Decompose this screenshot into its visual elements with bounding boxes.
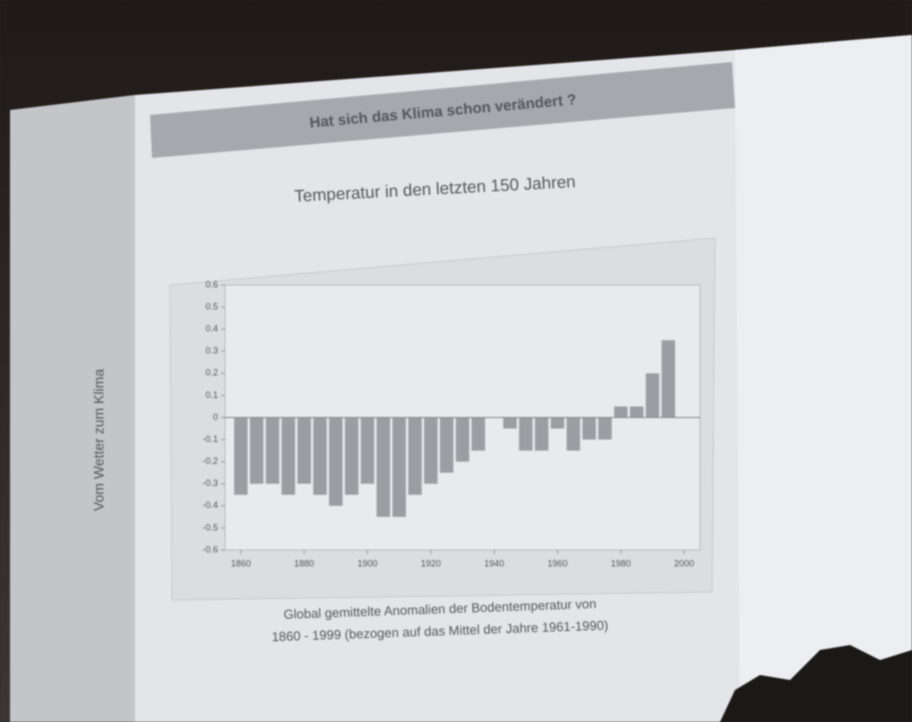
bar — [297, 418, 310, 484]
y-tick-label: -0.3 — [202, 478, 218, 488]
bar — [582, 418, 595, 440]
x-tick-label: 1880 — [294, 558, 314, 568]
x-tick-label: 1860 — [231, 558, 251, 568]
y-tick-label: 0.2 — [205, 368, 218, 378]
bar — [392, 418, 405, 517]
bar — [551, 418, 564, 429]
y-tick-label: 0.6 — [205, 279, 218, 289]
x-tick-label: 2000 — [674, 558, 694, 568]
bar — [598, 418, 611, 440]
bar — [250, 418, 263, 484]
x-tick-label: 1960 — [547, 558, 567, 568]
page: Hat sich das Klima schon verändert ? Tem… — [0, 0, 912, 722]
y-tick-label: 0 — [213, 412, 218, 422]
chart: -0.6 -0.5 -0.4 -0.3 -0.2 -0.1 0 0.1 0.2 0.3 0.4 0.5… — [202, 279, 700, 568]
bar — [234, 418, 247, 495]
bar — [345, 418, 358, 495]
side-text: Vom Wetter zum Klima — [91, 369, 107, 511]
y-tick-label: 0.1 — [205, 390, 218, 400]
y-tick-label: 0.3 — [205, 346, 218, 356]
x-tick-label: 1980 — [611, 558, 631, 568]
slide-photo: Hat sich das Klima schon verändert ? Tem… — [0, 0, 912, 722]
bar — [567, 418, 580, 451]
side-panel — [10, 95, 135, 722]
bar — [424, 418, 437, 484]
bar — [646, 373, 659, 417]
bar — [313, 418, 326, 495]
bar — [329, 418, 342, 506]
bar — [614, 406, 627, 417]
bar — [361, 418, 374, 484]
bar — [535, 418, 548, 451]
y-tick-label: -0.4 — [202, 500, 218, 510]
y-tick-label: -0.6 — [202, 544, 218, 554]
x-tick-label: 1900 — [357, 558, 377, 568]
screen-edge — [735, 35, 912, 722]
bar — [282, 418, 295, 495]
y-tick-label: 0.5 — [205, 301, 218, 311]
bar — [472, 418, 485, 451]
y-tick-label: -0.1 — [202, 434, 218, 444]
bar — [519, 418, 532, 451]
bar — [630, 406, 643, 417]
bar — [266, 418, 279, 484]
bar — [503, 418, 516, 429]
y-tick-label: -0.2 — [202, 456, 218, 466]
x-tick-label: 1940 — [484, 558, 504, 568]
bar — [456, 418, 469, 462]
y-tick-label: 0.4 — [205, 324, 218, 334]
bar — [662, 340, 675, 417]
x-tick-label: 1920 — [421, 558, 441, 568]
bar — [440, 418, 453, 473]
y-tick-label: -0.5 — [202, 522, 218, 532]
bar — [408, 418, 421, 495]
bar — [377, 418, 390, 517]
